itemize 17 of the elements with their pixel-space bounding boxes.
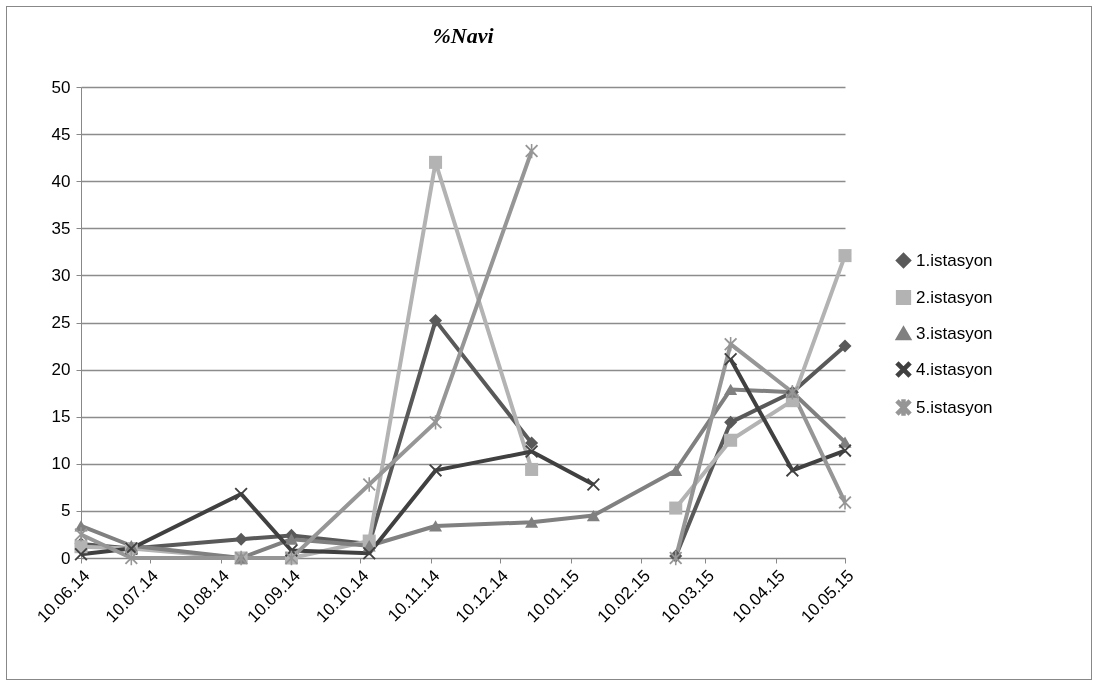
y-tick-label: 30: [51, 265, 71, 285]
y-tick-label: 40: [51, 171, 71, 191]
y-tick-label: 15: [51, 407, 71, 427]
y-tick-label: 20: [51, 360, 71, 380]
chart-title: %Navi: [432, 23, 495, 48]
y-tick-label: 10: [51, 454, 71, 474]
legend-label: 1.istasyon: [916, 250, 993, 270]
y-tick-label: 35: [51, 218, 71, 238]
legend-label: 3.istasyon: [916, 323, 993, 343]
legend-label: 2.istasyon: [916, 287, 993, 307]
y-tick-label: 45: [51, 124, 71, 144]
legend-label: 4.istasyon: [916, 359, 993, 379]
y-tick-label: 0: [61, 548, 71, 568]
y-tick-label: 25: [51, 313, 71, 332]
y-tick-label: 50: [51, 77, 71, 97]
y-tick-label: 5: [61, 501, 71, 521]
legend-label: 5.istasyon: [916, 397, 993, 417]
